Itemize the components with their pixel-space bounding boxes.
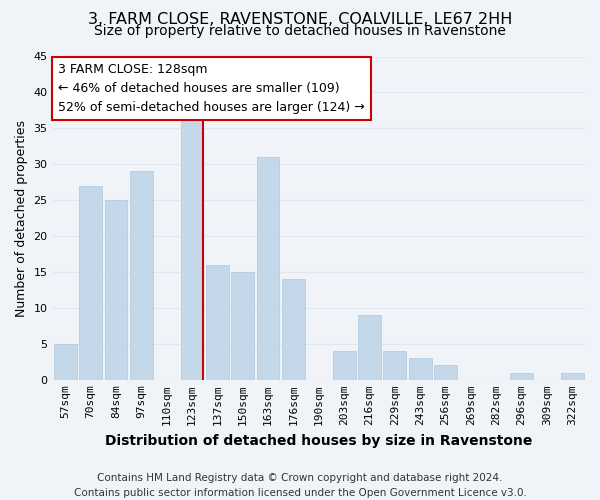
Text: 3, FARM CLOSE, RAVENSTONE, COALVILLE, LE67 2HH: 3, FARM CLOSE, RAVENSTONE, COALVILLE, LE… — [88, 12, 512, 28]
X-axis label: Distribution of detached houses by size in Ravenstone: Distribution of detached houses by size … — [105, 434, 532, 448]
Bar — [383, 351, 406, 380]
Bar — [257, 157, 280, 380]
Bar — [104, 200, 127, 380]
Text: Contains HM Land Registry data © Crown copyright and database right 2024.
Contai: Contains HM Land Registry data © Crown c… — [74, 472, 526, 498]
Bar — [434, 366, 457, 380]
Text: 3 FARM CLOSE: 128sqm
← 46% of detached houses are smaller (109)
52% of semi-deta: 3 FARM CLOSE: 128sqm ← 46% of detached h… — [58, 63, 365, 114]
Bar — [231, 272, 254, 380]
Bar — [561, 372, 584, 380]
Text: Size of property relative to detached houses in Ravenstone: Size of property relative to detached ho… — [94, 24, 506, 38]
Bar — [206, 265, 229, 380]
Bar — [181, 114, 203, 380]
Bar — [282, 279, 305, 380]
Bar — [333, 351, 356, 380]
Bar — [510, 372, 533, 380]
Bar — [409, 358, 431, 380]
Bar — [130, 172, 152, 380]
Bar — [79, 186, 102, 380]
Bar — [54, 344, 77, 380]
Bar — [358, 315, 381, 380]
Y-axis label: Number of detached properties: Number of detached properties — [15, 120, 28, 316]
